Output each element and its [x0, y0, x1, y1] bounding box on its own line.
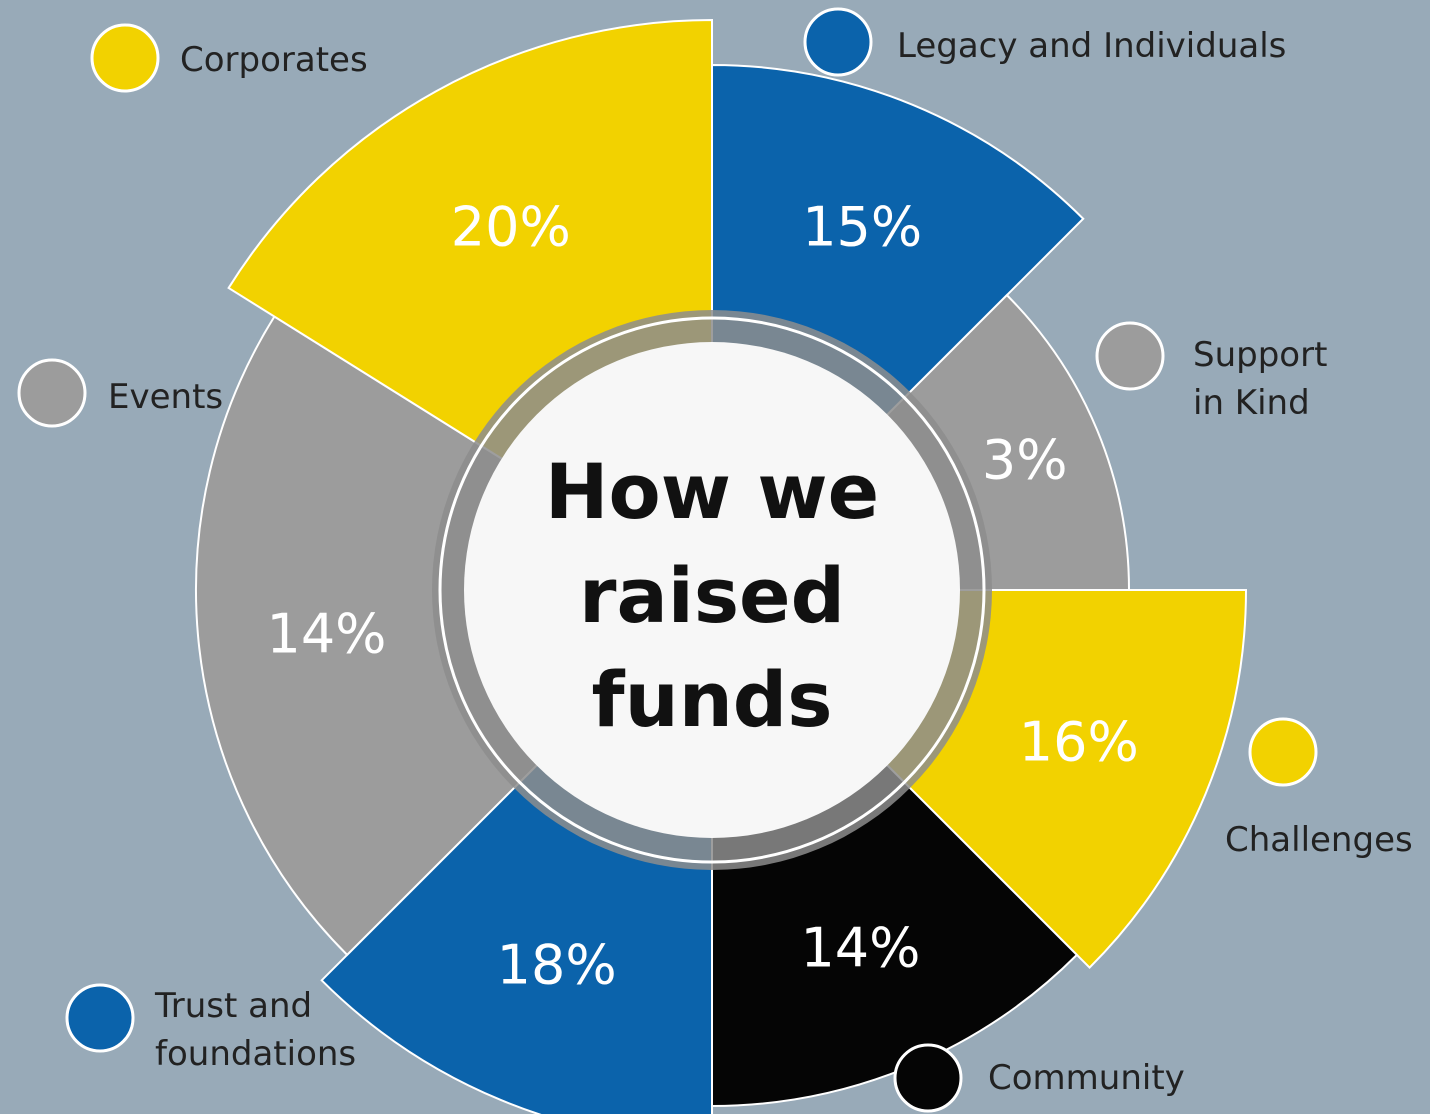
legend-swatch — [893, 1043, 963, 1113]
legend-swatch — [17, 358, 87, 428]
legend-swatch — [803, 7, 873, 77]
value-label: 16% — [1018, 710, 1139, 774]
legend-label: Community — [988, 1058, 1185, 1098]
value-label: 3% — [981, 428, 1068, 492]
legend-swatch — [1095, 321, 1165, 391]
value-label: 15% — [802, 195, 923, 259]
value-label: 14% — [266, 602, 387, 666]
legend-label: Events — [108, 377, 224, 417]
legend-label: Support in Kind — [1193, 335, 1328, 423]
legend-swatch — [65, 983, 135, 1053]
chart-title: How we raised funds — [544, 447, 880, 744]
legend-label: Legacy and Individuals — [897, 26, 1287, 66]
value-label: 14% — [800, 916, 921, 980]
value-label: 18% — [496, 933, 617, 997]
ring-line — [438, 316, 986, 864]
center-disc — [464, 342, 960, 838]
legend-swatch — [90, 23, 160, 93]
legend-label: Trust and foundations — [155, 986, 357, 1074]
legend-label: Corporates — [180, 40, 368, 80]
legend-label: Challenges — [1225, 820, 1413, 860]
value-label: 20% — [450, 195, 571, 259]
legend-swatch — [1248, 717, 1318, 787]
